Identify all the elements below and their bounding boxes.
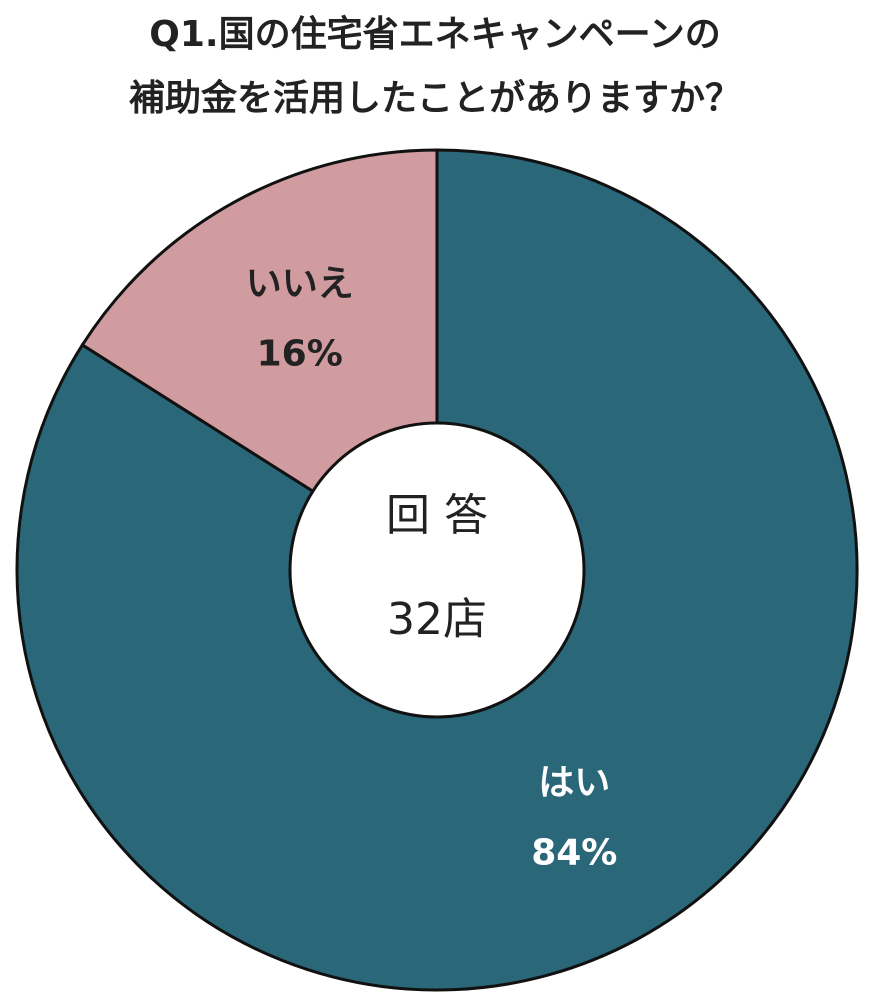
slice-category-label: いいえ — [246, 263, 354, 304]
slice-category-label: はい — [538, 763, 610, 804]
slice — [15, 148, 859, 992]
center-label: 回 答 — [386, 490, 488, 541]
center-label: 32店 — [387, 594, 487, 645]
slice-value-label: 16% — [257, 333, 343, 374]
chart-title: Q1.国の住宅省エネキャンペーンの — [149, 13, 721, 55]
donut-hole — [288, 421, 586, 719]
chart-title: 補助金を活用したことがありますか？ — [129, 77, 741, 119]
slice-value-label: 84% — [531, 833, 617, 874]
